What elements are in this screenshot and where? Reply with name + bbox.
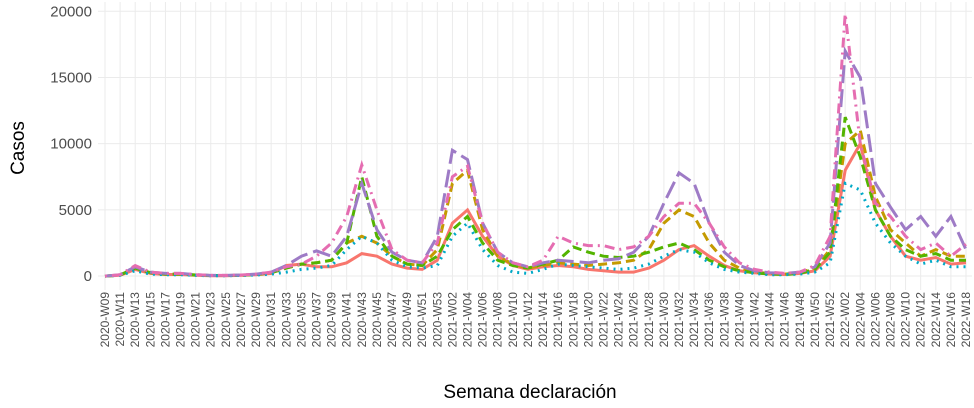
y-tick-label: 5000: [59, 202, 92, 219]
x-tick-label: 2021-W12: [521, 292, 535, 348]
x-tick-label: 2021-W26: [627, 292, 641, 348]
y-tick-label: 10000: [50, 136, 92, 153]
x-tick-label: 2020-W17: [158, 292, 172, 348]
x-tick-label: 2020-W21: [189, 292, 203, 348]
x-tick-label: 2022-W10: [899, 292, 913, 348]
x-tick-label: 2021-W10: [506, 292, 520, 348]
x-tick-label: 2021-W46: [778, 292, 792, 348]
y-tick-label: 0: [84, 268, 92, 285]
x-tick-label: 2021-W36: [702, 292, 716, 348]
x-tick-label: 2021-W40: [732, 292, 746, 348]
x-tick-label: 2021-W42: [748, 292, 762, 348]
x-tick-label: 2022-W14: [929, 292, 943, 348]
x-tick-label: 2021-W50: [808, 292, 822, 348]
x-tick-label: 2022-W18: [959, 292, 973, 348]
x-tick-label: 2021-W18: [566, 292, 580, 348]
x-tick-label: 2020-W39: [325, 292, 339, 348]
x-tick-label: 2021-W38: [717, 292, 731, 348]
x-tick-label: 2020-W49: [400, 292, 414, 348]
series-line: [104, 13, 967, 278]
x-axis-label: Semana declaración: [443, 382, 616, 403]
x-tick-label: 2020-W45: [370, 292, 384, 348]
x-tick-label: 2021-W20: [581, 292, 595, 348]
x-tick-label: 2020-W09: [98, 292, 112, 348]
y-tick-label: 20000: [50, 3, 92, 20]
x-tick-label: 2022-W02: [838, 292, 852, 348]
x-tick-label: 2022-W06: [868, 292, 882, 348]
x-tick-label: 2021-W04: [461, 292, 475, 348]
x-tick-label: 2021-W30: [657, 292, 671, 348]
x-tick-label: 2021-W02: [445, 292, 459, 348]
y-tick-label: 15000: [50, 69, 92, 86]
x-tick-label: 2021-W32: [672, 292, 686, 348]
x-tick-label: 2020-W11: [113, 292, 127, 347]
x-tick-label: 2021-W48: [793, 292, 807, 348]
x-tick-label: 2021-W24: [612, 292, 626, 348]
x-tick-label: 2020-W23: [204, 292, 218, 348]
x-tick-label: 2021-W08: [491, 292, 505, 348]
x-tick-label: 2020-W31: [264, 292, 278, 348]
x-tick-label: 2020-W43: [355, 292, 369, 348]
x-tick-label: 2021-W06: [476, 292, 490, 348]
x-tick-label: 2020-W19: [174, 292, 188, 348]
x-tick-label: 2021-W44: [763, 292, 777, 348]
x-tick-label: 2020-W51: [415, 292, 429, 348]
x-tick-label: 2021-W16: [551, 292, 565, 348]
x-tick-label: 2022-W12: [914, 292, 928, 348]
x-tick-label: 2022-W16: [944, 292, 958, 348]
x-tick-label: 2020-W33: [279, 292, 293, 348]
series-line: [104, 46, 968, 278]
x-tick-label: 2020-W25: [219, 292, 233, 348]
x-tick-label: 2020-W41: [340, 292, 354, 348]
x-tick-label: 2022-W08: [883, 292, 897, 348]
x-tick-label: 2020-W15: [143, 292, 157, 348]
x-tick-label: 2020-W29: [249, 292, 263, 348]
y-axis-label: Casos: [8, 121, 29, 175]
x-tick-label: 2021-W14: [536, 292, 550, 348]
x-tick-label: 2021-W28: [642, 292, 656, 348]
x-tick-label: 2020-W27: [234, 292, 248, 348]
x-tick-label: 2020-W53: [430, 292, 444, 348]
x-tick-label: 2021-W34: [687, 292, 701, 348]
x-tick-label: 2022-W04: [853, 292, 867, 348]
x-tick-label: 2021-W22: [596, 292, 610, 348]
x-tick-label: 2021-W52: [823, 292, 837, 348]
x-tick-label: 2020-W47: [385, 292, 399, 348]
x-tick-label: 2020-W13: [128, 292, 142, 348]
x-tick-label: 2020-W35: [294, 292, 308, 348]
x-tick-label: 2020-W37: [309, 292, 323, 348]
